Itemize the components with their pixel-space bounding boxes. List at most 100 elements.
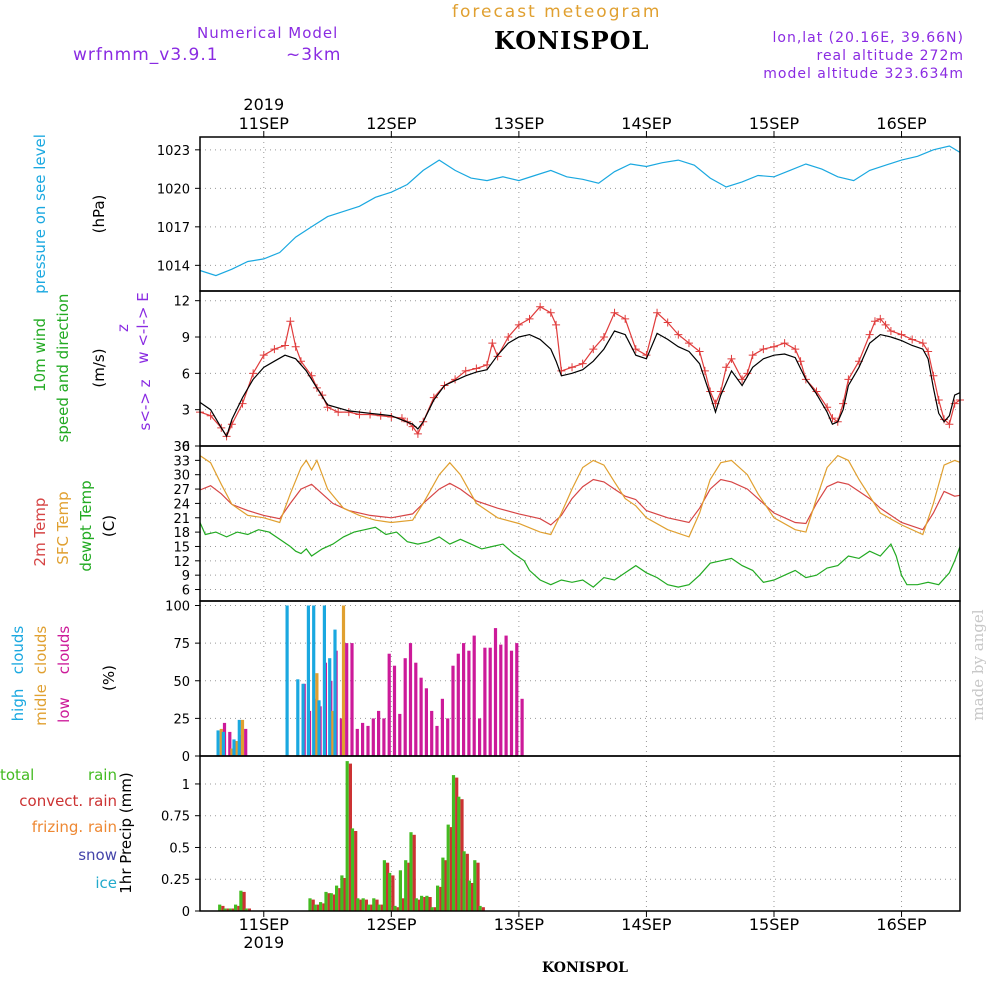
bar-convect_rain xyxy=(231,908,236,911)
bar-total_rain xyxy=(425,895,429,911)
bar-low_clouds xyxy=(478,718,482,756)
y-tick-label: 0 xyxy=(182,440,190,455)
bar-total_rain xyxy=(345,761,349,911)
y-tick-label: 21 xyxy=(173,512,190,527)
real-altitude: real altitude 272m xyxy=(816,48,964,64)
bar-total_rain xyxy=(409,832,413,911)
bar-convect_rain xyxy=(428,897,432,911)
series-line-pressure xyxy=(199,145,961,277)
wind-speed-point xyxy=(759,345,768,354)
y-tick-label: 6 xyxy=(182,367,190,382)
bar-low_clouds xyxy=(515,643,519,756)
bar-total_rain xyxy=(313,904,317,911)
y-tick-label: 15 xyxy=(173,540,190,555)
legend-frizing: frizing. rain xyxy=(32,818,117,836)
bar-middle_clouds xyxy=(341,605,346,756)
bar-convect_rain xyxy=(348,763,352,911)
bar-total_rain xyxy=(234,904,238,911)
location-coords: lon,lat (20.16E, 39.66N) xyxy=(772,30,964,46)
wind-speed-point xyxy=(206,411,215,420)
y-tick-label: 1 xyxy=(182,778,190,793)
bar-low_clouds xyxy=(509,650,514,756)
bar-total_rain xyxy=(319,902,323,911)
bar-low_clouds xyxy=(345,643,349,756)
bar-convect_rain xyxy=(417,899,422,911)
wind-speed-point xyxy=(504,333,513,342)
bar-convect_rain xyxy=(476,862,480,911)
wind-speed-point xyxy=(334,408,343,417)
x-tick-label-bottom: 16SEP xyxy=(876,915,927,934)
bar-low_clouds xyxy=(419,677,423,756)
bar-convect_rain xyxy=(386,862,390,911)
bar-low_clouds xyxy=(440,698,444,756)
bar-low_clouds xyxy=(499,644,503,756)
bar-convect_rain xyxy=(237,905,241,911)
bar-low_clouds xyxy=(414,662,418,756)
wind-speed-point xyxy=(918,339,927,348)
label-temp-unit: (C) xyxy=(100,515,118,537)
bar-high_clouds xyxy=(216,730,220,756)
y-tick-label: 18 xyxy=(173,526,190,541)
legend-snow: snow xyxy=(78,846,117,864)
bar-high_clouds xyxy=(306,605,310,756)
label-high: high xyxy=(9,689,27,722)
bar-convect_rain xyxy=(433,907,437,911)
wind-speed-point xyxy=(291,342,300,351)
bar-total_rain xyxy=(478,905,482,911)
bar-total_rain xyxy=(329,893,333,911)
wind-speed-point xyxy=(780,339,789,348)
y-tick-label: 1023 xyxy=(157,144,190,159)
panel-precip xyxy=(195,755,961,912)
wind-speed-point xyxy=(514,320,523,329)
bar-total_rain xyxy=(228,908,232,911)
series-line-temp2m xyxy=(199,478,961,531)
bar-convect_rain xyxy=(322,903,326,911)
bar-convect_rain xyxy=(465,853,469,911)
x-tick-label-bottom: 13SEP xyxy=(494,915,545,934)
y-tick-label: 3 xyxy=(182,404,190,419)
bar-low_clouds xyxy=(408,643,413,756)
bar-low_clouds xyxy=(520,698,524,756)
bar-convect_rain xyxy=(481,907,485,911)
series-line-wind_gust xyxy=(199,330,961,438)
label-middle: midle xyxy=(32,684,50,726)
bar-total_rain xyxy=(324,891,328,911)
bar-low_clouds xyxy=(424,688,428,756)
wind-speed-point xyxy=(413,429,422,438)
panel-frame xyxy=(199,136,961,292)
wind-speed-point xyxy=(674,330,683,339)
legend-rain: rain xyxy=(88,766,117,784)
wind-speed-point xyxy=(318,391,327,400)
bar-low_clouds xyxy=(244,728,248,756)
wind-speed-point xyxy=(249,369,258,378)
bar-high_clouds xyxy=(296,679,300,756)
wind-speed-point xyxy=(886,326,895,335)
bar-total_rain xyxy=(457,796,461,911)
bar-low_clouds xyxy=(430,710,434,756)
wind-speed-point xyxy=(344,408,353,417)
x-tick-label-top: 13SEP xyxy=(494,114,545,133)
bar-total_rain xyxy=(467,880,471,911)
x-tick-label-top: 14SEP xyxy=(621,114,672,133)
y-tick-label: 30 xyxy=(173,469,190,484)
bar-total_rain xyxy=(361,898,365,911)
compass-we: w <-l-> E xyxy=(134,292,152,363)
wind-speed-point xyxy=(536,302,545,311)
bar-low_clouds xyxy=(504,635,508,756)
bar-convect_rain xyxy=(343,878,347,911)
wind-speed-point xyxy=(621,314,630,323)
model-altitude: model altitude 323.634m xyxy=(763,66,964,82)
wind-speed-point xyxy=(270,345,279,354)
bar-total_rain xyxy=(388,872,392,911)
label-sfc-temp: SFC Temp xyxy=(54,491,72,564)
x-tick-label-bottom: 14SEP xyxy=(621,915,672,934)
label-dewpoint: dewpt Temp xyxy=(77,480,95,571)
panel-frame xyxy=(199,290,961,447)
wind-speed-point xyxy=(472,364,481,373)
bar-low_clouds xyxy=(493,628,498,756)
wind-speed-point xyxy=(924,347,933,356)
y-tick-label: 0 xyxy=(182,750,190,765)
year-label-top: 2019 xyxy=(243,95,284,114)
wind-speed-point xyxy=(738,375,747,384)
x-tick-label-top: 15SEP xyxy=(749,114,800,133)
